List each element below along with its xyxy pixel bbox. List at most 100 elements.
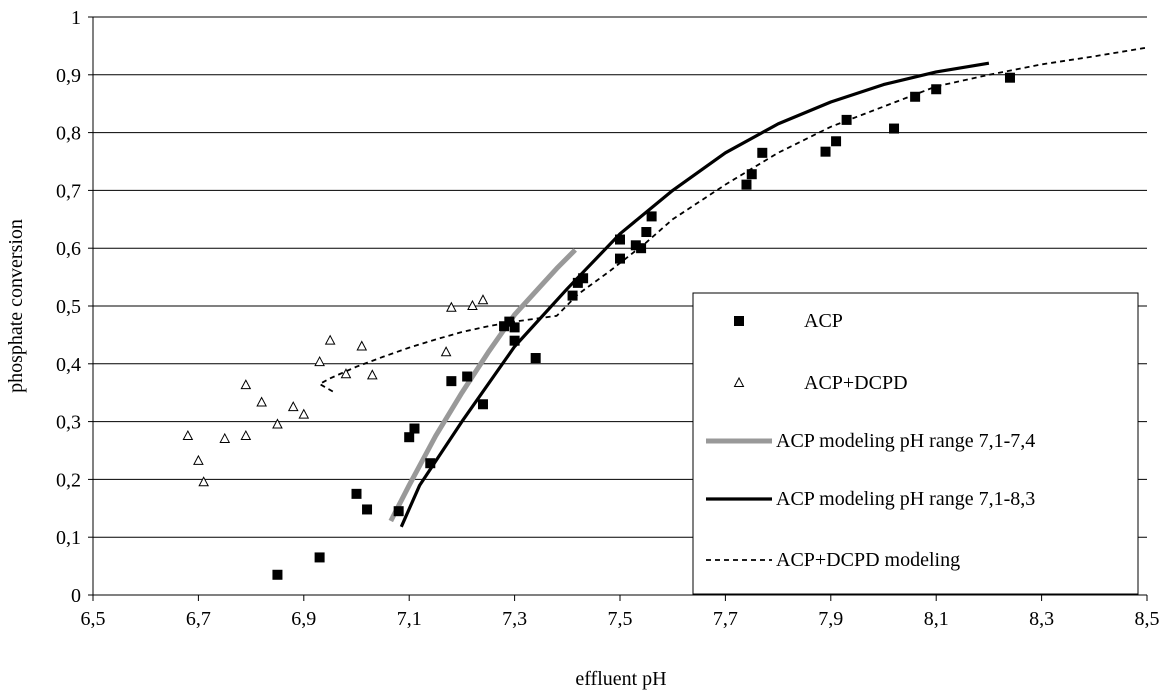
data-point <box>820 146 831 157</box>
data-point <box>641 227 652 238</box>
data-point <box>477 294 489 305</box>
legend-item: ACP <box>734 310 843 332</box>
data-point <box>910 91 921 102</box>
series-line <box>399 61 990 528</box>
data-point <box>615 253 625 264</box>
axes <box>88 16 1148 601</box>
x-tick-label: 7,7 <box>713 608 738 630</box>
y-tick-label: 0,4 <box>56 354 81 376</box>
y-tick-label: 0,9 <box>56 65 81 87</box>
data-point <box>298 408 310 419</box>
legend-label: ACP+DCPD modeling <box>776 549 960 571</box>
data-point <box>324 334 336 345</box>
data-point <box>256 396 267 407</box>
data-point <box>356 340 368 351</box>
data-point <box>831 136 842 147</box>
data-point <box>182 429 194 441</box>
x-tick-label: 8,1 <box>924 608 949 630</box>
y-tick-label: 0,1 <box>56 527 81 549</box>
data-point <box>351 488 362 499</box>
data-point <box>272 418 283 429</box>
y-tick-label: 0,2 <box>56 469 81 491</box>
legend: ACP ACP+DCPD ACP modeling pH range 7,1-7,4… <box>692 292 1139 595</box>
data-point <box>240 429 252 441</box>
x-axis-label: effluent pH <box>575 668 666 690</box>
data-point <box>362 504 373 515</box>
x-tick-label: 7,3 <box>502 608 527 630</box>
data-point <box>393 506 404 517</box>
x-tick-label: 7,1 <box>397 608 422 630</box>
y-tick-label: 1 <box>71 7 81 29</box>
y-tick-label: 0,6 <box>56 238 81 260</box>
legend-item: ACP modeling pH range 7,1-8,3 <box>706 488 1035 510</box>
series-acp-dcpd <box>182 294 489 487</box>
data-point <box>741 179 752 190</box>
series-layer <box>182 46 1148 580</box>
grid-lines <box>93 16 1147 538</box>
data-point <box>193 454 204 465</box>
data-point <box>366 369 378 380</box>
data-point <box>636 243 647 254</box>
data-point <box>404 432 415 443</box>
data-point <box>509 335 520 346</box>
legend-label: ACP modeling pH range 7,1-7,4 <box>776 430 1035 452</box>
legend-label: ACP <box>804 310 843 332</box>
data-point <box>467 299 478 310</box>
legend-label: ACP modeling pH range 7,1-8,3 <box>776 488 1035 510</box>
data-point <box>340 368 352 379</box>
data-point <box>446 376 457 387</box>
data-point <box>219 432 231 443</box>
data-point <box>409 423 420 434</box>
legend-label: ACP+DCPD <box>804 372 908 394</box>
data-point <box>477 399 488 410</box>
legend-item: ACP modeling pH range 7,1-7,4 <box>706 430 1035 452</box>
x-tick-label: 6,9 <box>291 608 316 630</box>
legend-item: ACP+DCPD modeling <box>706 549 960 571</box>
y-tick-label: 0,5 <box>56 296 81 318</box>
data-point <box>1004 72 1015 83</box>
legend-item: ACP+DCPD <box>733 372 908 394</box>
x-tick-label: 6,7 <box>186 608 211 630</box>
data-point <box>841 114 852 125</box>
y-tick-labels: 0 0,1 0,2 0,3 0,4 0,5 0,6 0,7 0,8 0,9 1 <box>56 7 81 607</box>
data-point <box>314 355 325 367</box>
x-tick-label: 6,5 <box>81 608 106 630</box>
data-point <box>504 316 515 327</box>
series-acp-modeling-ph-range-7-1-7-4 <box>388 248 577 523</box>
data-point <box>287 401 299 412</box>
data-point <box>757 147 768 158</box>
x-tick-label: 8,5 <box>1135 608 1160 630</box>
legend-swatch <box>733 376 745 387</box>
data-point <box>567 290 578 301</box>
legend-swatch <box>734 316 744 326</box>
y-tick-label: 0 <box>71 585 81 607</box>
x-tick-labels: 6,5 6,7 6,9 7,1 7,3 7,5 7,7 7,9 8,1 8,3 8,5 <box>81 608 1160 630</box>
x-tick-label: 7,5 <box>608 608 633 630</box>
data-point <box>198 476 210 487</box>
x-tick-label: 8,3 <box>1029 608 1054 630</box>
series-line <box>388 248 577 523</box>
data-point <box>746 169 757 180</box>
data-point <box>889 123 900 134</box>
data-point <box>462 371 473 382</box>
data-point <box>446 301 457 312</box>
y-tick-label: 0,3 <box>56 412 81 434</box>
data-point <box>646 211 657 222</box>
data-point <box>440 346 452 357</box>
data-point <box>615 234 625 245</box>
series-acp-modeling-ph-range-7-1-8-3 <box>399 61 990 528</box>
y-axis-label: phosphate conversion <box>5 219 27 393</box>
data-point <box>240 379 252 390</box>
y-tick-label: 0,7 <box>56 180 81 202</box>
y-tick-label: 0,8 <box>56 123 81 145</box>
data-point <box>931 84 942 95</box>
data-point <box>272 569 283 580</box>
data-point <box>314 552 325 563</box>
data-point <box>499 321 510 332</box>
data-point <box>509 322 520 333</box>
data-point <box>578 273 589 284</box>
data-point <box>572 277 583 288</box>
series-acp <box>272 72 1015 580</box>
data-point <box>630 240 641 251</box>
